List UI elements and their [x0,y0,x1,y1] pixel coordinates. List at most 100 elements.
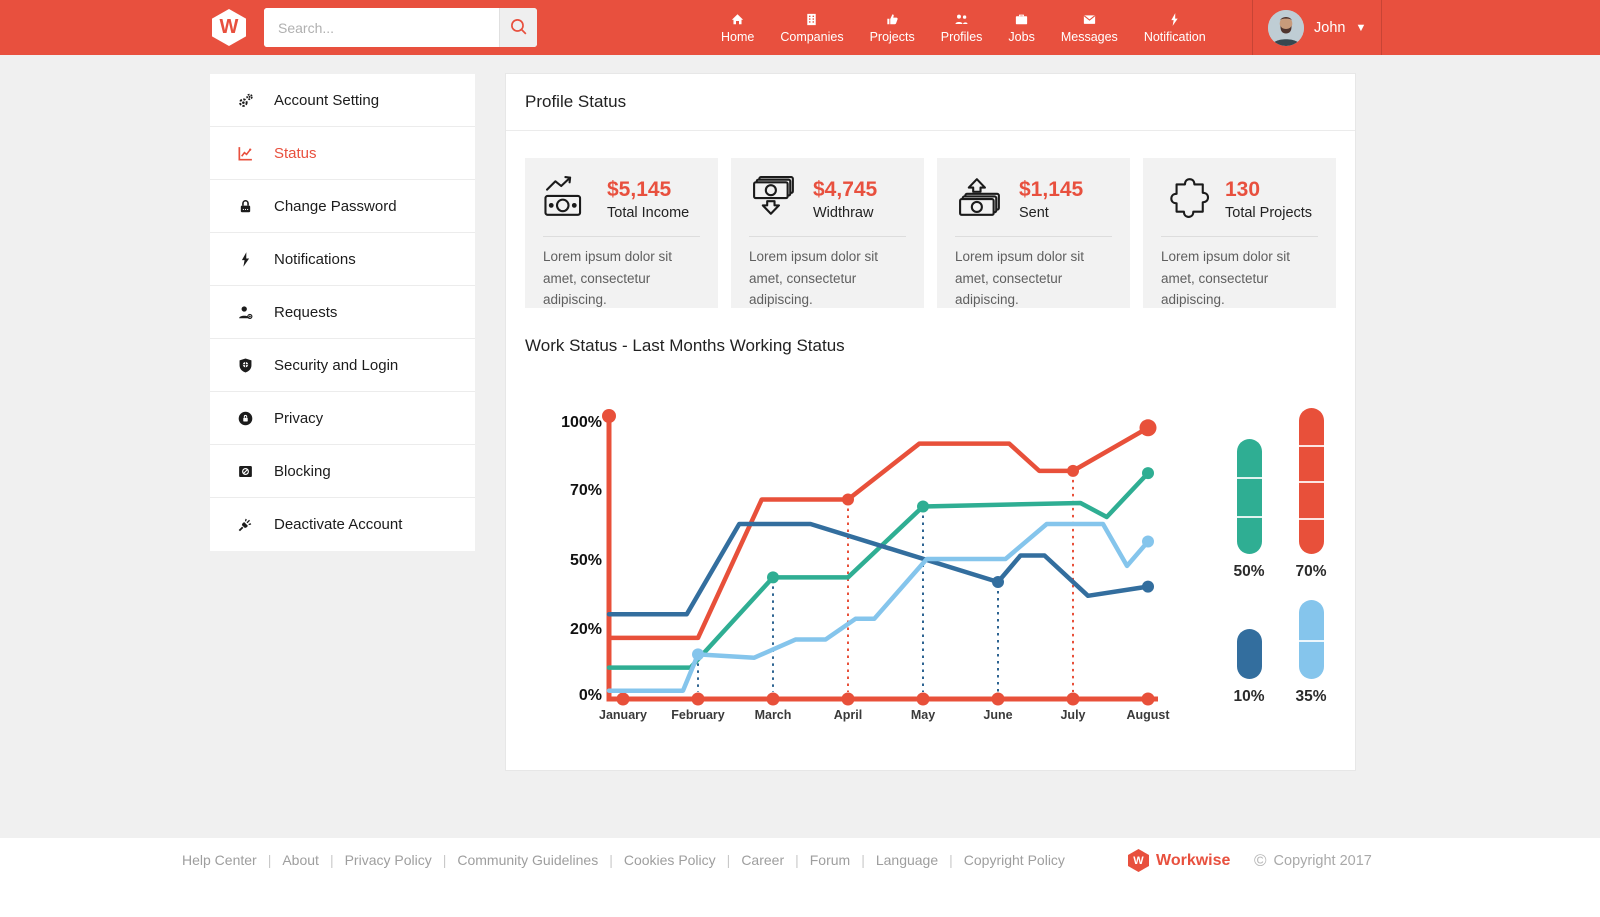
nav-item-companies[interactable]: Companies [767,12,856,44]
sidebar-item-account-setting[interactable]: Account Setting [210,74,475,127]
sidebar-item-blocking[interactable]: Blocking [210,445,475,498]
settings-sidebar: Account Setting Status Change Password Noti… [210,74,475,551]
sidebar-item-label: Notifications [274,250,356,268]
nav-item-jobs[interactable]: Jobs [995,12,1047,44]
nav-item-projects[interactable]: Projects [857,12,928,44]
profiles-icon [941,12,983,28]
capsule-bar-10% [1236,629,1262,679]
x-tick-label: April [834,708,862,722]
series-lightblue-line [606,521,1151,693]
capsule-bar-35% [1298,600,1324,679]
nav-item-home[interactable]: Home [708,12,767,44]
stat-card-total-income: $5,145 Total Income Lorem ipsum dolor sit … [525,158,718,308]
puzzle-icon [1161,175,1211,224]
capsule-segment-line [1236,477,1262,479]
messages-icon [1061,12,1118,28]
search-button[interactable] [499,8,537,47]
copyright-icon: © [1254,851,1267,870]
sidebar-item-security-and-login[interactable]: Security and Login [210,339,475,392]
workwise-logo[interactable]: W [212,9,246,46]
footer-link-community-guidelines[interactable]: Community Guidelines [457,852,599,868]
footer-link-separator: | [795,852,799,868]
x-tick-label: June [983,708,1012,722]
footer-link-cookies-policy[interactable]: Cookies Policy [623,852,716,868]
x-axis-dot [616,692,630,706]
x-tick-label: July [1060,708,1085,722]
x-tick-label: January [599,708,647,722]
nav-item-label: Messages [1060,29,1118,44]
stat-description: Lorem ipsum dolor sit amet, consectetur … [543,249,673,308]
footer-link-about[interactable]: About [282,852,319,868]
capsule-label: 50% [1233,563,1265,580]
top-navbar: W Home Companies Projects Profiles Jobs Messa… [0,0,1600,55]
user-menu[interactable]: John ▼ [1252,0,1383,55]
y-tick-label: 0% [579,687,602,704]
bolt-icon [235,251,255,268]
stat-card-sent: $1,145 Sent Lorem ipsum dolor sit amet, co… [937,158,1130,308]
income-icon [543,175,593,224]
stat-label: Widthraw [813,205,874,221]
privacy-icon [235,410,255,427]
footer-link-career[interactable]: Career [741,852,785,868]
footer-link-separator: | [329,852,334,868]
capsule-bar-70% [1298,408,1324,554]
nav-item-messages[interactable]: Messages [1048,12,1131,44]
footer-link-separator: | [949,852,953,868]
footer-copyright: © Copyright 2017 [1254,851,1372,870]
series-darkblue-marker [992,576,1004,588]
notification-icon [1144,12,1206,28]
block-icon [235,463,255,480]
footer-link-help-center[interactable]: Help Center [182,852,257,868]
series-lightblue-marker [692,648,704,661]
sidebar-item-privacy[interactable]: Privacy [210,392,475,445]
stat-card-total-projects: 130 Total Projects Lorem ipsum dolor sit a… [1143,158,1336,308]
series-darkblue-marker [1142,580,1154,593]
x-tick-label: May [911,708,935,722]
sidebar-item-label: Blocking [274,462,331,480]
footer-link-language[interactable]: Language [875,852,939,868]
footer-link-separator: | [609,852,613,868]
search-input[interactable] [264,8,499,47]
shield-icon [235,357,255,374]
search-icon [508,16,529,40]
footer-link-privacy-policy[interactable]: Privacy Policy [344,852,432,868]
sidebar-item-notifications[interactable]: Notifications [210,233,475,286]
divider [749,236,906,237]
workwise-footer-logo: W [1128,849,1149,872]
y-tick-label: 50% [570,552,602,569]
lock-icon [235,198,255,215]
y-tick-label: 70% [570,482,602,499]
x-axis-dot [1066,692,1080,706]
deactivate-icon [235,516,255,533]
stat-value: $5,145 [607,178,672,201]
footer-link-separator: | [442,852,447,868]
series-teal-line [606,470,1151,670]
capsule-row-top: 50% 70% [1218,408,1354,581]
user-name: John [1314,19,1346,36]
stat-description: Lorem ipsum dolor sit amet, consectetur … [1161,249,1291,308]
divider [955,236,1112,237]
divider [543,236,700,237]
stats-row: $5,145 Total Income Lorem ipsum dolor sit … [506,131,1355,308]
capsule-segment-line [1298,481,1324,483]
capsule-segment-line [1236,516,1262,518]
sidebar-item-deactivate-account[interactable]: Deactivate Account [210,498,475,551]
sidebar-item-change-password[interactable]: Change Password [210,180,475,233]
footer-brand[interactable]: W Workwise [1128,849,1230,872]
sidebar-item-label: Account Setting [274,91,380,109]
nav-item-notification[interactable]: Notification [1131,12,1219,44]
series-red-marker [842,493,854,506]
footer-link-copyright-policy[interactable]: Copyright Policy [963,852,1065,868]
footer-brand-name: Workwise [1156,851,1231,869]
nav-item-label: Projects [869,29,915,44]
series-lightblue-marker [1142,535,1154,548]
gears-icon [235,92,255,109]
x-axis-dot [691,692,705,706]
footer-link-forum[interactable]: Forum [809,852,851,868]
sidebar-item-status[interactable]: Status [210,127,475,180]
capsule-segment-line [1298,640,1324,642]
x-tick-label: March [755,708,792,722]
nav-item-profiles[interactable]: Profiles [928,12,996,44]
sidebar-item-requests[interactable]: Requests [210,286,475,339]
series-teal-marker [1142,467,1154,480]
